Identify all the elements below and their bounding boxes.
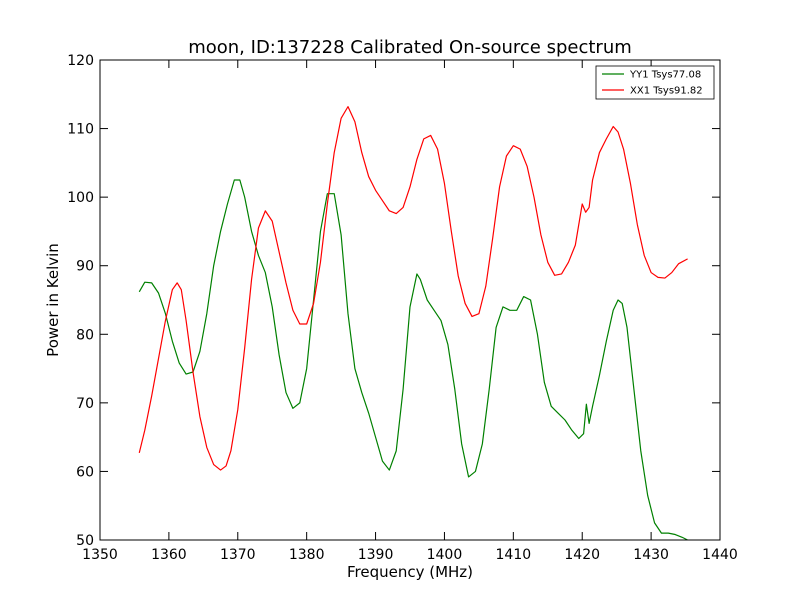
plot-lines [138,106,688,541]
y-tick-label: 60 [76,464,94,480]
x-tick-label: 1430 [633,547,669,563]
legend-label-yy1: YY1 Tsys77.08 [629,70,701,81]
y-tick-label: 90 [76,259,94,275]
plot-frame [99,59,721,541]
x-tick-label: 1380 [289,547,325,563]
x-tick-label: 1350 [82,547,118,563]
y-tick-label: 80 [76,327,94,343]
y-tick-label: 120 [67,53,94,69]
x-tick-label: 1440 [702,547,738,563]
y-axis: 50 60 70 80 90 100 110 120 [67,53,720,549]
legend-label-xx1: XX1 Tsys91.82 [630,86,703,97]
legend: YY1 Tsys77.08 XX1 Tsys91.82 [595,65,715,100]
y-tick-label: 70 [76,396,94,412]
x-tick-label: 1370 [220,547,256,563]
y-axis-label: Power in Kelvin [44,243,62,357]
y-tick-label: 110 [67,122,94,138]
x-tick-label: 1410 [496,547,532,563]
legend-box [595,65,715,100]
x-tick-label: 1390 [358,547,394,563]
x-axis: 1350 1360 1370 1380 1390 1400 1410 1420 1430 1440 [82,60,738,563]
y-tick-label: 50 [76,533,94,549]
x-tick-label: 1360 [151,547,187,563]
series-line-0 [138,179,688,541]
y-tick-label: 100 [67,190,94,206]
chart-title: moon, ID:137228 Calibrated On-source spe… [188,37,632,58]
x-tick-label: 1400 [427,547,463,563]
x-tick-label: 1420 [564,547,600,563]
x-axis-label: Frequency (MHz) [347,563,473,581]
series-line-1 [138,106,688,471]
